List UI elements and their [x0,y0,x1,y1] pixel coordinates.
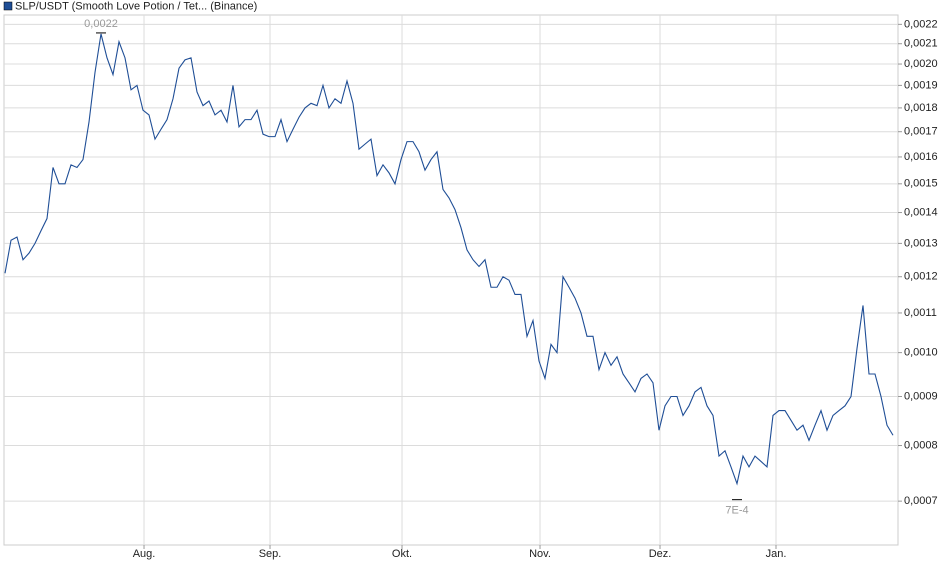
y-tick-label: 0,0022 [904,18,938,30]
low-annotation: 7E-4 [725,505,748,517]
y-tick-label: 0,0020 [904,58,938,70]
x-tick-label: Okt. [392,548,412,560]
y-tick-label: 0,0021 [904,38,938,50]
x-tick-label: Dez. [649,548,672,560]
y-tick-label: 0,0012 [904,271,938,283]
price-line [4,33,894,486]
y-tick-label: 0,0007 [904,495,938,507]
legend-label: SLP/USDT (Smooth Love Potion / Tet... (B… [15,0,257,12]
y-tick-label: 0,0018 [904,102,938,114]
y-tick-label: 0,0008 [904,439,938,451]
y-tick-label: 0,0011 [904,307,937,319]
x-tick-label: Jan. [766,548,787,560]
high-annotation: 0,0022 [84,18,118,30]
x-tick-label: Nov. [529,548,551,560]
x-tick-label: Sep. [259,548,282,560]
plot-area [3,14,899,546]
legend-swatch [3,1,13,11]
y-tick-label: 0,0017 [904,126,938,138]
y-tick-label: 0,0019 [904,79,938,91]
y-tick-label: 0,0010 [904,347,938,359]
y-tick-label: 0,0015 [904,178,938,190]
x-tick-label: Aug. [133,548,156,560]
y-tick-label: 0,0016 [904,151,938,163]
y-tick-label: 0,0009 [904,390,938,402]
y-tick-label: 0,0013 [904,237,938,249]
y-tick-label: 0,0014 [904,206,938,218]
